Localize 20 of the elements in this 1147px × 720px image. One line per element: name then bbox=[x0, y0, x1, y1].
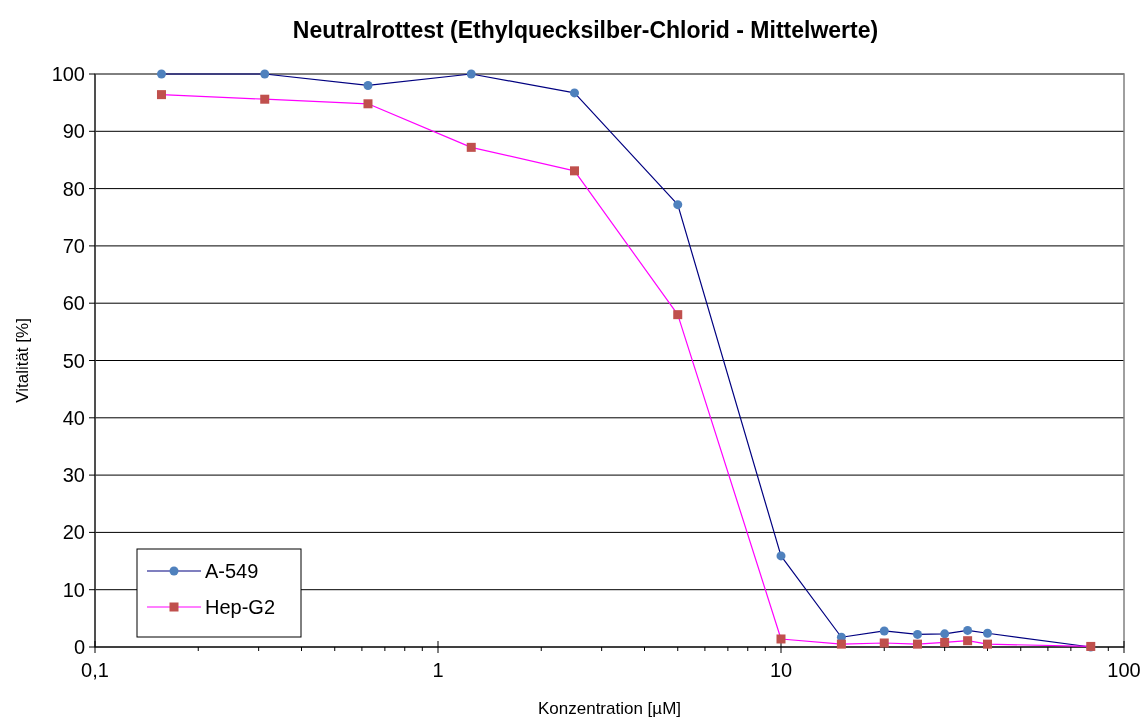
y-tick-label: 50 bbox=[62, 349, 85, 372]
y-tick-label: 80 bbox=[62, 177, 85, 200]
chart-title: Neutralrottest (Ethylquecksilber-Chlorid - Mittelwerte) bbox=[292, 17, 879, 43]
legend-label: Hep-G2 bbox=[205, 596, 276, 618]
y-tick-label: 30 bbox=[62, 464, 85, 487]
x-tick-label: 10 bbox=[769, 659, 793, 681]
legend-label: A-549 bbox=[205, 560, 259, 582]
y-tick-label: 90 bbox=[62, 120, 85, 143]
y-tick-label: 20 bbox=[62, 521, 85, 544]
y-axis-title: Vitalität [%] bbox=[13, 318, 32, 403]
x-tick-label: 100 bbox=[1107, 659, 1141, 681]
y-tick-label: 60 bbox=[62, 292, 85, 315]
y-tick-label: 10 bbox=[62, 578, 85, 601]
x-tick-label: 1 bbox=[432, 659, 444, 681]
y-tick-label: 0 bbox=[73, 636, 85, 658]
y-tick-label: 70 bbox=[62, 234, 85, 257]
y-tick-label: 100 bbox=[51, 63, 85, 85]
y-tick-label: 40 bbox=[62, 406, 85, 429]
x-axis-title: Konzentration [µM] bbox=[537, 699, 682, 718]
x-tick-label: 0,1 bbox=[81, 659, 109, 681]
